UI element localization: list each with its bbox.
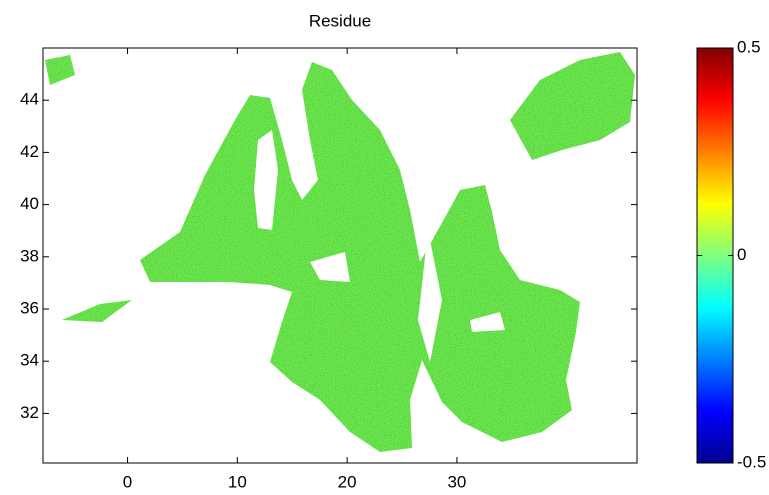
y-tick-label: 34 [20,351,39,370]
x-tick-label: 20 [338,472,357,491]
x-tick-label: 10 [228,472,247,491]
sea-region [510,52,635,160]
residue-map [45,52,635,452]
x-tick-label: 30 [447,472,466,491]
chart: Residue 0 10 20 30 32 34 36 38 40 42 44 -0.5 0 0.5 [0,0,769,495]
colorbar-tick-label: 0 [737,245,746,264]
sea-region [45,55,75,85]
page: {"chart_data": {"type": "image", "title"… [0,0,769,495]
sea-region [62,300,132,322]
y-tick-label: 40 [20,194,39,213]
colorbar-tick-label: -0.5 [737,452,766,471]
y-tick-label: 38 [20,246,39,265]
colorbar [697,48,733,463]
colorbar-tick-label: 0.5 [737,37,761,56]
y-tick-label: 44 [20,90,39,109]
y-tick-label: 42 [20,142,39,161]
y-tick-label: 36 [20,298,39,317]
x-tick-label: 0 [123,472,132,491]
chart-title: Residue [309,11,371,30]
y-tick-label: 32 [20,403,39,422]
